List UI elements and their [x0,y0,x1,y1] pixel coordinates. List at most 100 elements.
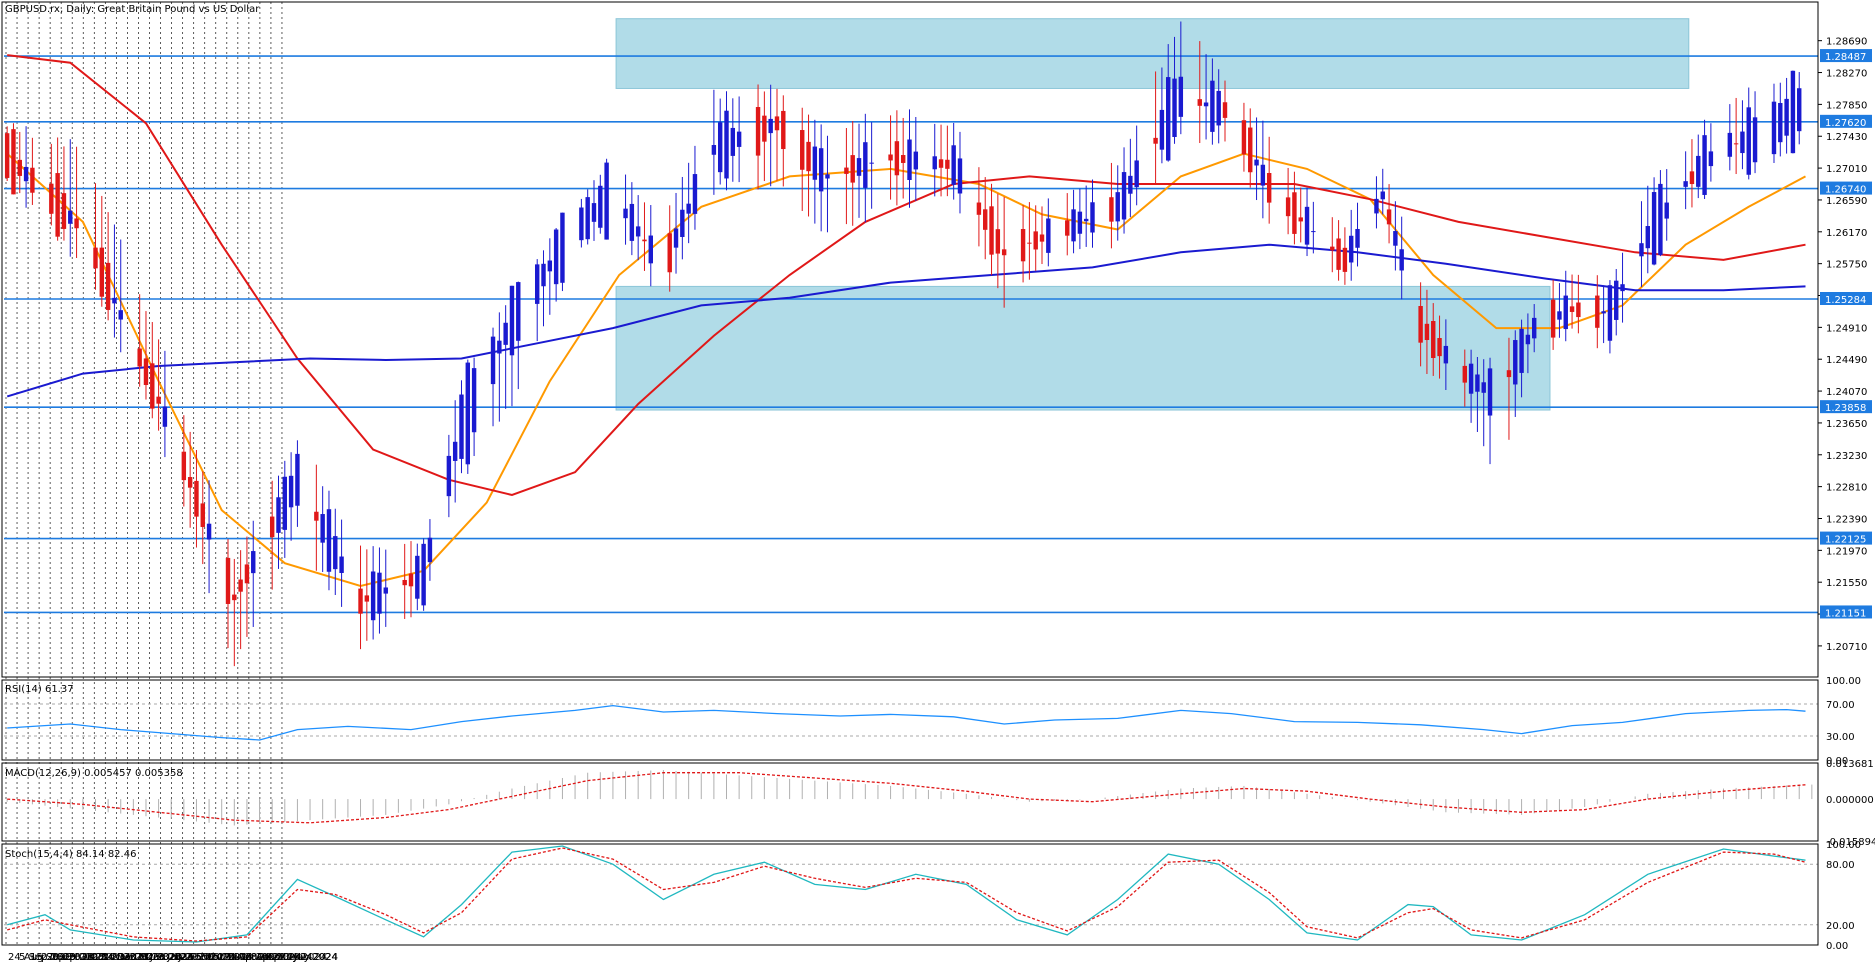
y-tick-label: 1.27850 [1826,100,1867,111]
candle-body [112,297,117,304]
x-tick-label: 22 Feb 2024 [185,952,247,963]
candle-body [1437,338,1442,357]
candle-body [269,516,275,538]
candle-body [1254,159,1259,166]
stoch-signal-line [7,847,1806,942]
candle-body [1090,202,1095,233]
x-tick-label: 9 Jan 2024 [140,952,194,963]
candle-body [1241,120,1247,155]
candle-body [93,247,98,269]
price-level-badge [1820,114,1872,128]
candle-body [408,573,414,587]
price-level-badge [1820,531,1872,545]
candle-body [105,262,111,310]
candle-body [1128,175,1133,194]
candle-body [1576,302,1581,318]
candle-body [1752,117,1758,163]
time-grid [5,2,283,945]
candle-body [383,587,388,594]
candle-body [995,229,1001,254]
y-tick-label: 1.20710 [1826,642,1867,653]
candle-body [1424,323,1430,341]
candle-body [333,536,338,570]
candle-body [1443,345,1449,364]
candle-body [1153,137,1158,144]
y-tick-label: 1.23230 [1826,451,1867,462]
candle-body [1178,76,1184,117]
y-tick-label: 1.28690 [1826,37,1867,48]
candle-body [1475,374,1480,392]
price-zones [615,18,1690,411]
candle-body [888,154,893,161]
candle-body [1639,243,1644,257]
candle-body [295,453,300,506]
candle-body [1197,99,1202,106]
candle-body [11,129,16,195]
candle-body [635,226,641,237]
candle-body [1020,229,1026,262]
rsi-tick-label: 100.00 [1826,676,1861,687]
candle-body [1431,321,1436,358]
rsi-tick-label: 0.00 [1826,756,1848,767]
y-tick-label: 1.21970 [1826,546,1867,557]
candle-body [856,158,862,176]
candle-body [320,514,325,543]
candle-body [1519,328,1524,373]
candle-body [894,141,900,176]
candle-body [541,263,546,287]
y-tick-label: 1.23650 [1826,419,1867,430]
candle-body [200,503,205,527]
candle-body [1614,280,1619,320]
candle-body [1797,88,1802,132]
candle-body [673,228,679,248]
macd-tick-label: 0.000000 [1826,795,1874,806]
candle-body [1027,242,1032,244]
candle-body [781,110,786,150]
candle-body [181,451,187,481]
candle-body [1702,135,1707,195]
rsi-tick-label: 70.00 [1826,700,1855,711]
x-tick-label: 10 May 2024 [262,952,327,963]
candle-body [1525,334,1531,345]
candle-body [68,210,73,224]
price-level-label: 1.21151 [1825,608,1866,619]
candle-body [1266,173,1272,203]
price-level-label: 1.26740 [1825,185,1866,196]
candle-body [976,202,982,215]
y-tick-label: 1.27010 [1826,164,1867,175]
candle-body [1380,191,1385,200]
candle-body [1569,306,1575,312]
candle-body [913,151,919,170]
candle-body [1487,368,1493,416]
candle-body [957,158,963,194]
x-tick-label: 4 Dec 2023 [107,952,165,963]
candle-body [1481,382,1486,393]
candle-body [1607,285,1613,341]
candle-body [1595,295,1600,328]
y-tick-label: 1.24490 [1826,355,1867,366]
candle-body [818,148,824,192]
candle-body [1740,131,1745,154]
candle-body [1222,102,1228,118]
stoch-tick-label: 0.00 [1826,941,1848,952]
candle-body [225,557,231,604]
candle-body [1708,151,1714,167]
candle-body [1557,311,1562,320]
x-tick-label: 15 Sep 2023 [30,952,93,963]
candle-body [604,162,609,240]
y-tick-label: 1.22810 [1826,483,1867,494]
x-tick-label: 27 Sep 2023 [41,952,104,963]
candle-body [1210,80,1215,132]
candle-body [156,396,161,404]
candle-body [1336,238,1341,270]
candle-body [276,497,281,533]
candle-body [1134,160,1139,188]
candle-body [377,572,382,614]
candle-body [1393,231,1398,246]
candle-body [1115,192,1120,222]
candle-body [446,455,452,497]
candle-body [1046,218,1051,253]
x-tick-label: 19 Jan 2024 [152,952,212,963]
candle-body [983,209,988,230]
